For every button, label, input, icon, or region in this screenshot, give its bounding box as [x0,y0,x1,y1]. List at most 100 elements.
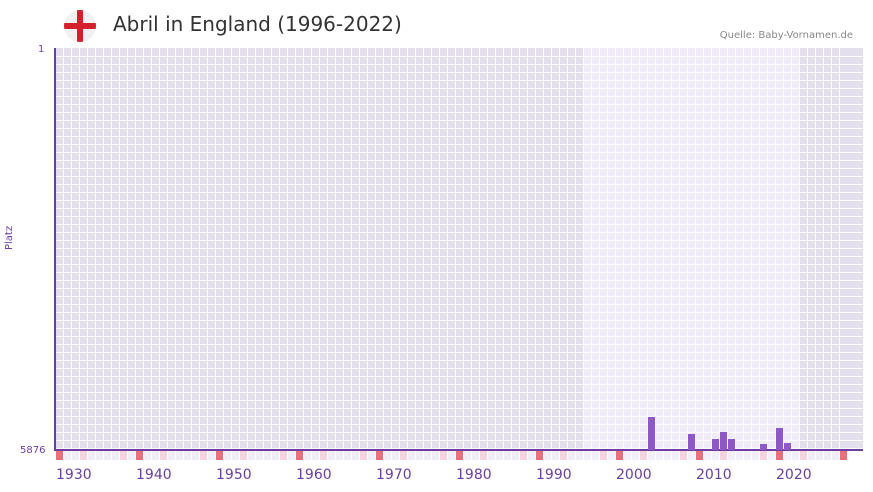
year-marker [344,451,351,460]
year-marker [128,451,135,460]
year-marker [704,451,711,460]
bar-2004[interactable] [648,417,655,450]
year-marker [448,451,455,460]
year-marker [504,451,511,460]
year-marker [320,451,327,460]
bar-2012[interactable] [712,439,719,450]
year-marker [760,451,767,460]
year-marker [296,451,303,460]
x-tick-label: 2020 [776,467,812,483]
year-marker [64,451,71,460]
year-marker [536,451,543,460]
year-marker [264,451,271,460]
year-marker [232,451,239,460]
year-marker [672,451,679,460]
year-marker [752,451,759,460]
x-tick-label: 1940 [136,467,172,483]
year-marker [600,451,607,460]
year-marker [392,451,399,460]
year-marker [696,451,703,460]
year-marker [624,451,631,460]
year-marker [768,451,775,460]
year-marker [728,451,735,460]
year-marker [424,451,431,460]
year-marker [472,451,479,460]
year-marker [120,451,127,460]
year-marker [480,451,487,460]
year-marker [608,451,615,460]
year-marker [208,451,215,460]
bar-2013[interactable] [720,432,727,450]
year-marker [520,451,527,460]
year-marker [216,451,223,460]
bar-2009[interactable] [688,434,695,450]
year-marker [792,451,799,460]
year-marker [176,451,183,460]
y-axis-bottom-label: 5876 [20,445,46,456]
year-marker [552,451,559,460]
year-marker [352,451,359,460]
year-marker [168,451,175,460]
bar-2021[interactable] [784,443,791,450]
x-axis-line [55,449,863,451]
year-marker [328,451,335,460]
year-marker [744,451,751,460]
england-flag-icon [64,10,96,42]
year-marker [288,451,295,460]
year-marker [680,451,687,460]
year-marker [200,451,207,460]
year-marker [400,451,407,460]
year-marker [584,451,591,460]
year-marker [152,451,159,460]
year-marker [384,451,391,460]
year-marker [376,451,383,460]
x-tick-label: 2000 [616,467,652,483]
year-marker [112,451,119,460]
year-marker [544,451,551,460]
year-marker [144,451,151,460]
year-marker [104,451,111,460]
year-marker [96,451,103,460]
year-marker [816,451,823,460]
year-marker [488,451,495,460]
bar-2018[interactable] [760,444,767,450]
year-marker [360,451,367,460]
y-axis-top-label: 1 [38,44,45,55]
year-marker [248,451,255,460]
year-marker [256,451,263,460]
x-tick-label: 2010 [696,467,732,483]
year-marker [640,451,647,460]
year-marker [560,451,567,460]
year-marker [280,451,287,460]
year-marker [432,451,439,460]
year-marker [632,451,639,460]
year-marker [824,451,831,460]
year-marker [576,451,583,460]
plot-area [55,48,863,450]
year-marker [192,451,199,460]
year-marker [592,451,599,460]
year-marker [808,451,815,460]
year-marker [224,451,231,460]
year-marker [736,451,743,460]
year-marker [456,451,463,460]
year-marker [272,451,279,460]
year-marker [88,451,95,460]
year-marker [312,451,319,460]
bar-2020[interactable] [776,428,783,450]
year-marker [184,451,191,460]
year-marker [568,451,575,460]
year-marker [616,451,623,460]
year-marker [336,451,343,460]
source-link[interactable]: Quelle: Baby-Vornamen.de [719,30,853,41]
x-tick-label: 1950 [216,467,252,483]
x-tick-label: 1970 [376,467,412,483]
year-marker [304,451,311,460]
year-marker [136,451,143,460]
bar-2014[interactable] [728,439,735,450]
year-marker [776,451,783,460]
year-marker [656,451,663,460]
year-marker [56,451,63,460]
x-tick-label: 1960 [296,467,332,483]
y-axis-line [54,48,56,451]
